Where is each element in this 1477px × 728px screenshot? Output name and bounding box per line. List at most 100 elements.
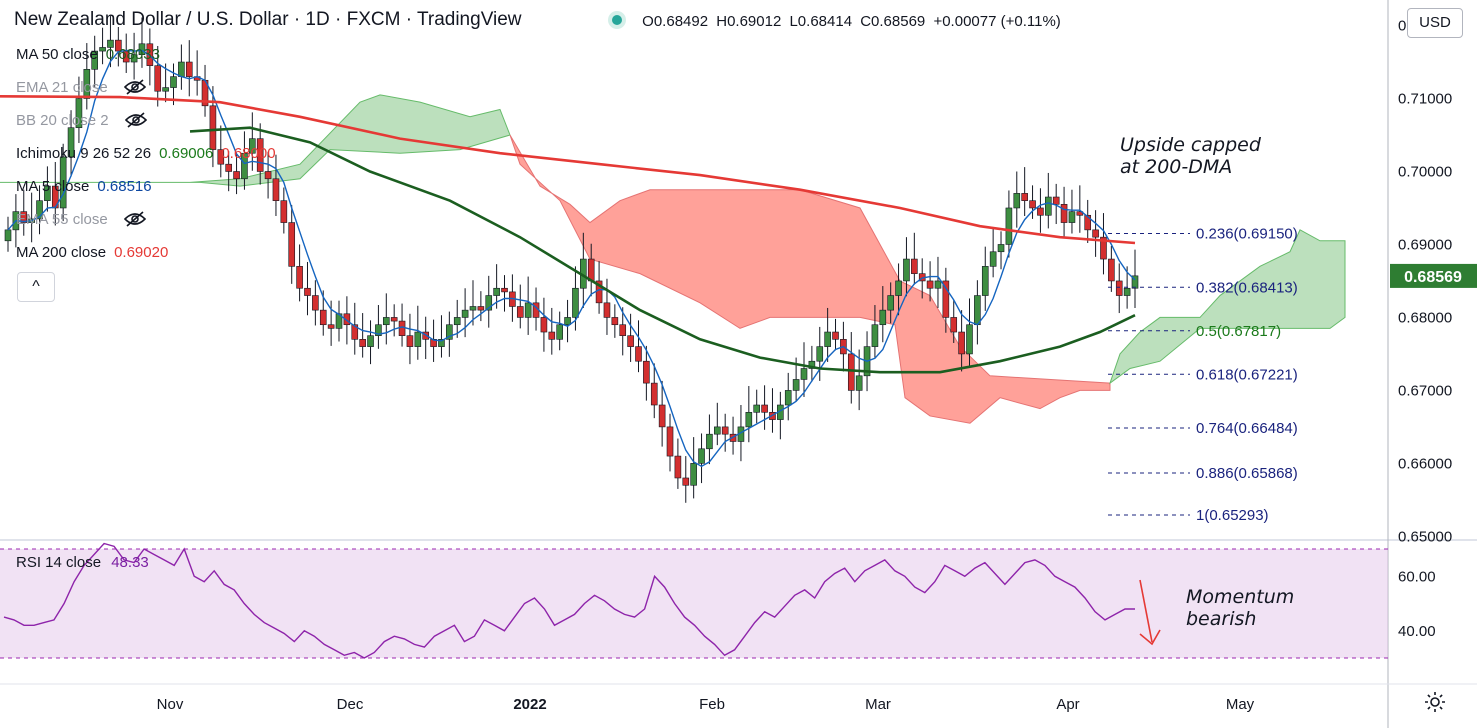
y-tick-label: 0.65000	[1398, 528, 1452, 545]
candle-body	[958, 331, 965, 355]
candle-body	[1068, 211, 1076, 223]
candle-body	[698, 448, 705, 464]
legend-ichimoku[interactable]: Ichimoku 9 26 52 26 0.69006 0.68000	[16, 145, 276, 162]
fib-level-label: 0.382(0.68413)	[1196, 279, 1298, 296]
hidden-eye-icon[interactable]	[123, 79, 146, 95]
candle-body	[296, 266, 303, 289]
candle-body	[20, 211, 28, 223]
high-value: H0.69012	[716, 13, 782, 30]
hidden-eye-icon[interactable]	[124, 112, 147, 128]
candle-body	[1115, 280, 1123, 296]
candle-body	[942, 280, 950, 318]
ma200-line	[0, 95, 1136, 245]
last-price-label: 0.68569	[1404, 269, 1462, 286]
candle-body	[548, 331, 556, 340]
candle-body	[59, 156, 67, 209]
candle-body	[256, 138, 264, 172]
hidden-eye-icon[interactable]	[123, 211, 146, 227]
candle-body	[44, 185, 51, 201]
ohlc-legend: O0.68492 H0.69012 L0.68414 C0.68569 +0.0…	[612, 13, 1065, 30]
chart-title: New Zealand Dollar / U.S. Dollar · 1D · …	[14, 9, 522, 30]
x-tick-label: Nov	[157, 696, 184, 713]
rsi-line	[3, 542, 1135, 659]
candle-body	[556, 324, 563, 340]
candle-body	[855, 375, 863, 391]
ichimoku-cloud-bull-late	[1109, 229, 1346, 385]
candle-body	[398, 320, 406, 336]
candle-body	[1013, 193, 1021, 209]
candle-body	[225, 163, 232, 172]
candle-body	[926, 280, 934, 289]
fib-level-label: 0.236(0.69150)	[1196, 226, 1298, 243]
candle-body	[438, 339, 445, 347]
candle-body	[99, 47, 106, 52]
y-tick-label: 0.67000	[1398, 382, 1452, 399]
candle-body	[209, 105, 217, 150]
candle-body	[816, 346, 824, 362]
candle-body	[564, 317, 571, 326]
candle-body	[288, 222, 296, 267]
candle-body	[249, 138, 256, 154]
candle-body	[690, 463, 697, 486]
candle-body	[895, 280, 902, 296]
ichimoku-cloud-bull	[0, 94, 511, 187]
candle-body	[650, 382, 658, 406]
currency-button[interactable]: USD	[1407, 8, 1463, 38]
candle-body	[966, 324, 973, 355]
candle-body	[272, 178, 280, 201]
candle-body	[493, 287, 500, 296]
candle-body	[1060, 204, 1068, 223]
candle-body	[178, 61, 185, 77]
candle-body	[138, 43, 146, 56]
legend-ema55[interactable]: EMA 55 close	[16, 211, 146, 228]
candle-body	[1045, 196, 1052, 216]
candle-body	[367, 335, 374, 347]
candle-body	[981, 266, 989, 296]
legend-ma5[interactable]: MA 5 close 0.68516	[16, 178, 152, 195]
candle-body	[1100, 236, 1107, 260]
candle-body	[611, 317, 619, 326]
low-value: L0.68414	[789, 13, 853, 30]
settings-gear-icon[interactable]	[1423, 690, 1447, 714]
market-status-icon	[612, 15, 622, 25]
fib-level-label: 0.764(0.66484)	[1196, 420, 1298, 437]
candle-body	[1123, 287, 1131, 296]
legend-bb20[interactable]: BB 20 close 2	[16, 112, 147, 129]
last-price-tag	[1390, 263, 1477, 288]
collapse-legend-button[interactable]: ^	[17, 272, 55, 302]
legend-ma50[interactable]: MA 50 close 0.68033	[16, 46, 160, 63]
candle-body	[572, 287, 579, 318]
candle-body	[280, 200, 288, 223]
x-tick-label: Apr	[1056, 696, 1079, 713]
candle-body	[4, 229, 12, 242]
candle-body	[319, 309, 327, 326]
candle-body	[67, 127, 75, 158]
rsi-legend[interactable]: RSI 14 close 48.33	[16, 554, 149, 571]
candle-body	[461, 309, 469, 318]
candle-body	[792, 379, 800, 391]
candle-body	[130, 54, 138, 63]
candle-body	[107, 39, 114, 48]
candle-body	[540, 317, 548, 333]
candle-body	[619, 324, 627, 336]
candle-body	[375, 324, 382, 336]
candle-body	[974, 295, 981, 326]
y-tick-label: 0.68000	[1398, 309, 1452, 326]
candle-body	[477, 306, 485, 311]
x-tick-label: Dec	[337, 696, 364, 713]
candle-body	[934, 280, 942, 289]
legend-ema21[interactable]: EMA 21 close	[16, 79, 146, 96]
momentum-annotation: Momentum bearish	[1186, 586, 1295, 630]
candle-body	[903, 258, 910, 282]
candle-body	[154, 65, 162, 92]
legend-ma200[interactable]: MA 200 close 0.69020	[16, 244, 169, 261]
candle-body	[501, 287, 508, 293]
candle-body	[1131, 275, 1139, 289]
candle-body	[761, 404, 768, 413]
candle-body	[1092, 229, 1099, 238]
x-tick-label: 2022	[513, 696, 546, 713]
candle-body	[343, 313, 351, 326]
candle-body	[989, 251, 997, 267]
candle-body	[36, 200, 43, 220]
